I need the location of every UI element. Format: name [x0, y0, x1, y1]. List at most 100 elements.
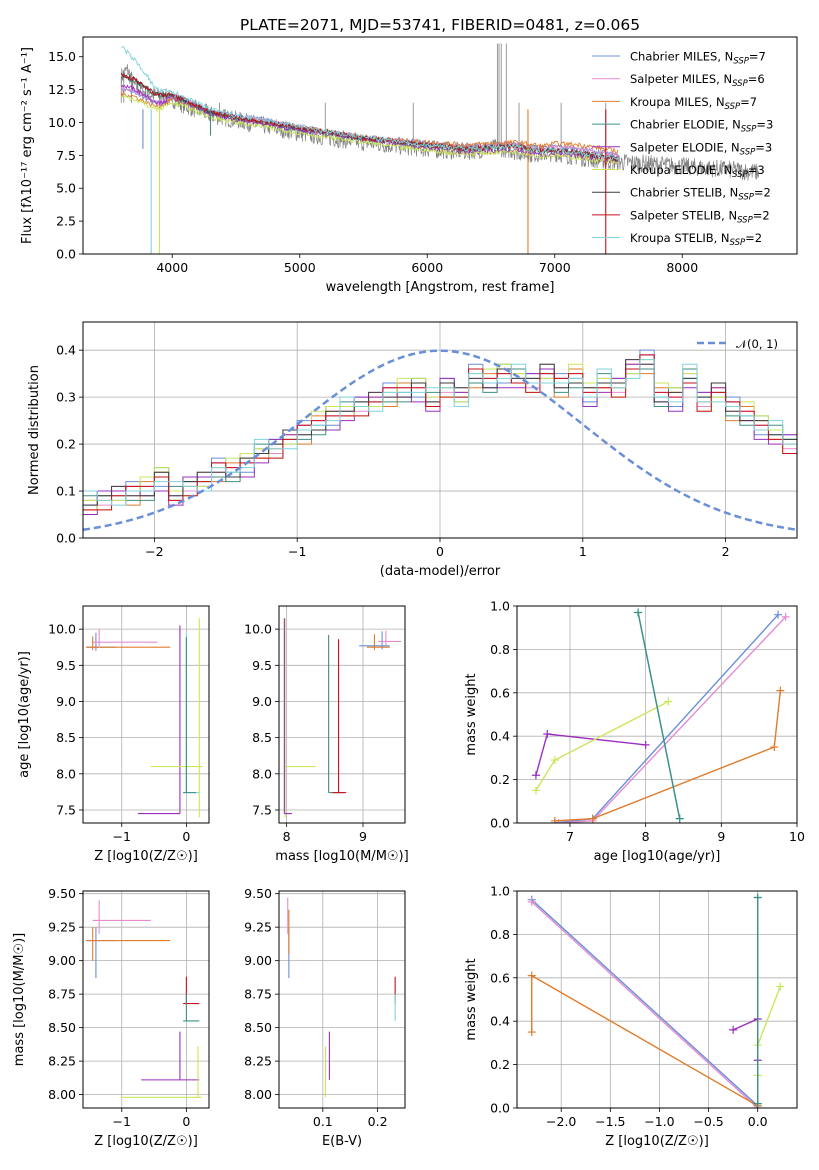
y-tick-label: 10.0: [48, 622, 76, 637]
legend-label: Kroupa ELODIE, NSSP=3: [630, 163, 765, 180]
y-tick-label: 9.50: [48, 886, 76, 901]
y-tick-label: 0.2: [490, 772, 510, 787]
y-tick-label: 15.0: [48, 49, 76, 64]
x-tick-label: 0.0: [748, 1114, 768, 1129]
spectrum-lines: [120, 43, 760, 254]
axes-mass_vs_Z: [83, 891, 209, 1108]
weight-line: [535, 733, 646, 776]
x-tick-label: 8000: [666, 260, 698, 275]
y-tick-label: 9.00: [48, 953, 76, 968]
axes-frame: [82, 890, 210, 1109]
legend-subscript: SSP: [737, 215, 753, 225]
x-tick-label: −1: [113, 1114, 131, 1129]
x-tick-label: 10: [789, 829, 805, 844]
x-axis-label: E(B-V): [322, 1134, 362, 1149]
weight-marker: [527, 1028, 536, 1037]
weight-marker: [588, 814, 597, 823]
y-tick-label: 0.2: [56, 437, 76, 452]
y-tick-label: 9.0: [252, 694, 272, 709]
x-axis-label: (data-model)/error: [380, 564, 501, 579]
weight-marker: [550, 816, 559, 823]
plot-layer: 4000 5000 6000 7000 80000.02.55.07.510.012.5…: [12, 36, 805, 1149]
plot-area-weight_vs_age: [531, 608, 790, 823]
y-tick-label: 9.5: [56, 658, 76, 673]
y-axis-label: Normed distribution: [27, 365, 42, 495]
plot-area-weight_vs_Z: [527, 893, 785, 1108]
x-tick-label: −0.5: [693, 1114, 723, 1129]
legend-label: Kroupa STELIB, NSSP=2: [630, 231, 762, 248]
axes-age_vs_mass: [279, 606, 405, 823]
weight-marker: [664, 697, 673, 706]
x-axis-label: Z [log10(Z/Z☉)]: [605, 1134, 709, 1149]
x-tick-label: 2: [722, 544, 730, 559]
x-tick-label: 4000: [156, 260, 188, 275]
legend-label: Chabrier STELIB, NSSP=2: [630, 186, 771, 203]
y-tick-label: 0.6: [490, 685, 510, 700]
y-axis-label: mass [log10(M/M☉)]: [12, 933, 27, 1066]
weight-marker: [641, 740, 650, 749]
errorbars: [287, 897, 396, 1098]
legend-subscript: SSP: [730, 238, 746, 248]
legend-subscript: SSP: [738, 193, 754, 203]
axes-residuals: [83, 322, 797, 539]
weight-line: [558, 616, 787, 823]
x-axis-label: age [log10(age/yr)]: [594, 849, 721, 864]
legend-label: Salpeter STELIB, NSSP=2: [630, 208, 770, 225]
x-tick-label: −2.0: [546, 1114, 576, 1129]
legend-subscript: SSP: [740, 147, 756, 157]
x-tick-label: 6000: [411, 260, 443, 275]
y-tick-label: 0.8: [490, 642, 510, 657]
legend-label: Salpeter MILES, NSSP=6: [630, 72, 765, 89]
y-axis-label: mass weight: [464, 673, 479, 755]
weight-line: [757, 986, 781, 1076]
legend-label: Salpeter ELODIE, NSSP=3: [630, 140, 772, 157]
y-tick-label: 0.0: [56, 531, 76, 546]
weight-marker: [543, 730, 552, 739]
weight-marker: [550, 756, 559, 765]
y-tick-label: 0.0: [490, 816, 510, 831]
gaussian-curve: [83, 349, 797, 532]
x-tick-label: 7000: [539, 260, 571, 275]
legend-label: Chabrier ELODIE, NSSP=3: [630, 118, 773, 135]
histogram-step-7: [83, 354, 797, 511]
plot-area-spectrum: [120, 43, 760, 254]
y-tick-label: 9.5: [252, 658, 272, 673]
plot-area-age_vs_mass: [283, 618, 402, 818]
y-tick-label: 9.25: [244, 920, 272, 935]
weight-line: [535, 700, 669, 791]
weight-line: [637, 612, 681, 819]
weight-line: [554, 614, 779, 823]
y-tick-label: 0.3: [56, 390, 76, 405]
histogram-step-1: [83, 359, 797, 506]
legend-value: =3: [756, 118, 773, 132]
weight-line: [531, 974, 759, 1107]
weight-line: [732, 1017, 759, 1061]
y-tick-label: 12.5: [48, 82, 76, 97]
weight-marker: [776, 982, 785, 991]
x-tick-label: 1: [579, 544, 587, 559]
weight-marker: [774, 610, 783, 619]
legend-value: =2: [753, 208, 770, 222]
axes-frame: [82, 605, 210, 824]
x-tick-label: −1.0: [644, 1114, 674, 1129]
y-tick-label: 8.75: [48, 987, 76, 1002]
weight-marker: [527, 897, 536, 906]
y-tick-label: 8.25: [244, 1054, 272, 1069]
axes-mass_vs_EBV: [279, 891, 405, 1108]
weight-marker: [531, 771, 540, 780]
axes-frame: [278, 890, 406, 1109]
x-tick-label: 8: [642, 829, 650, 844]
weight-marker: [776, 686, 785, 695]
weight-marker: [770, 743, 779, 752]
y-tick-label: 8.5: [56, 730, 76, 745]
axes-frame: [516, 890, 798, 1109]
x-tick-label: 9: [717, 829, 725, 844]
y-tick-label: 8.50: [48, 1020, 76, 1035]
y-tick-label: 0.4: [490, 1014, 510, 1029]
y-tick-label: 8.0: [56, 766, 76, 781]
weight-marker: [729, 1025, 738, 1034]
weight-lines: [527, 893, 785, 1108]
x-tick-label: −2: [145, 544, 163, 559]
legend: Chabrier MILES, NSSP=7 Salpeter MILES, NS…: [592, 50, 773, 248]
